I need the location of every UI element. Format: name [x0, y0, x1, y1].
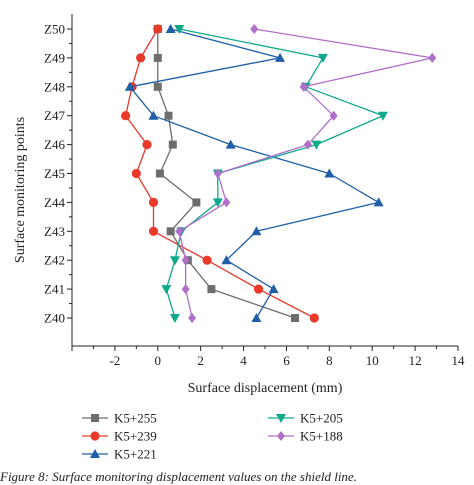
chart: -2 0 2 4 6 8 10 12 14 Z40 Z41 Z42 Z43 Z44 Z45 Z46 Z47 Z48…	[13, 14, 465, 462]
series-k5-239	[121, 24, 319, 323]
data-point	[329, 110, 338, 121]
legend-item: K5+221	[82, 447, 157, 462]
y-tick-label: Z46	[44, 137, 65, 152]
legend-item: K5+239	[82, 429, 157, 444]
data-point	[373, 197, 384, 207]
y-tick-label: Z41	[44, 282, 65, 297]
data-point	[221, 255, 232, 265]
data-point	[212, 198, 223, 208]
data-point	[251, 226, 262, 236]
data-point	[291, 314, 300, 322]
data-point	[148, 110, 159, 120]
data-point	[225, 139, 236, 149]
data-point	[153, 82, 162, 91]
data-point	[136, 53, 146, 63]
series-line	[157, 29, 296, 319]
data-point	[121, 111, 131, 121]
data-point	[166, 227, 175, 236]
data-point	[188, 313, 197, 323]
y-tick-label: Z42	[44, 253, 65, 268]
series-k5-205	[161, 25, 388, 323]
legend-label: K5+221	[114, 447, 157, 462]
x-tick-label: -2	[109, 353, 120, 368]
y-tick-label: Z48	[44, 79, 65, 94]
legend-marker	[276, 414, 286, 423]
legend-label: K5+255	[114, 411, 157, 426]
data-point	[165, 24, 176, 33]
x-tick-label: 14	[452, 353, 466, 368]
data-point	[175, 226, 184, 237]
series-k5-221	[124, 24, 384, 322]
data-point	[213, 168, 222, 179]
legend-marker	[90, 431, 100, 441]
data-point	[275, 52, 286, 62]
data-point	[164, 111, 173, 120]
data-point	[181, 284, 190, 295]
legend-marker	[90, 449, 100, 458]
legend-marker	[91, 414, 99, 422]
x-tick-label: 8	[326, 353, 333, 368]
data-point	[124, 81, 135, 91]
series-k5-188	[175, 24, 437, 323]
data-point	[161, 285, 172, 295]
data-point	[131, 168, 141, 179]
y-tick-label: Z49	[44, 50, 65, 65]
data-point	[222, 197, 231, 208]
data-point	[377, 111, 388, 121]
data-point	[207, 285, 216, 294]
data-point	[250, 24, 259, 34]
data-point	[169, 256, 180, 266]
legend-label: K5+188	[300, 429, 343, 444]
data-point	[174, 25, 185, 34]
axes: -2 0 2 4 6 8 10 12 14 Z40 Z41 Z42 Z43 Z44 Z45 Z46 Z47 Z48…	[44, 14, 465, 368]
legend-item: K5+205	[268, 411, 343, 426]
x-tick-label: 12	[409, 353, 422, 368]
data-point	[251, 313, 262, 322]
data-point	[168, 140, 177, 149]
y-tick-label: Z45	[44, 166, 65, 181]
x-tick-label: 0	[155, 353, 162, 368]
data-point	[311, 140, 322, 150]
data-point	[142, 140, 152, 150]
series-line	[129, 28, 380, 319]
data-point	[148, 197, 159, 207]
legend-label: K5+205	[300, 411, 343, 426]
legend: K5+255 K5+239 K5+221 K5+205 K5+188	[82, 411, 343, 462]
data-point	[155, 169, 164, 178]
data-point	[324, 168, 335, 178]
figure-caption: Figure 8: Surface monitoring displacemen…	[0, 469, 357, 484]
data-point	[202, 255, 212, 265]
y-tick-label: Z47	[44, 108, 65, 123]
data-point	[317, 53, 328, 63]
legend-marker	[277, 431, 285, 441]
legend-item: K5+188	[268, 429, 343, 444]
series-k5-255	[153, 25, 300, 322]
x-tick-label: 2	[197, 353, 204, 368]
legend-label: K5+239	[114, 429, 157, 444]
data-point	[192, 198, 201, 207]
data-point	[181, 255, 190, 266]
data-point	[268, 284, 279, 294]
data-point	[428, 52, 437, 63]
y-tick-label: Z44	[44, 195, 65, 210]
series-layer	[121, 24, 437, 323]
x-tick-label: 10	[366, 353, 379, 368]
data-point	[309, 313, 319, 323]
x-tick-label: 4	[240, 353, 247, 368]
y-tick-label: Z43	[44, 224, 65, 239]
data-point	[153, 53, 162, 62]
legend-item: K5+255	[82, 411, 157, 426]
data-point	[169, 314, 180, 323]
data-point	[148, 226, 159, 236]
data-point	[253, 284, 264, 294]
y-tick-label: Z50	[44, 22, 65, 37]
x-axis-title: Surface displacement (mm)	[188, 381, 343, 396]
data-point	[299, 81, 308, 92]
data-point	[303, 139, 312, 150]
y-axis-title: Surface monitoring points	[13, 117, 28, 263]
y-tick-label: Z40	[44, 311, 65, 326]
x-tick-label: 6	[283, 353, 290, 368]
data-point	[153, 24, 163, 34]
